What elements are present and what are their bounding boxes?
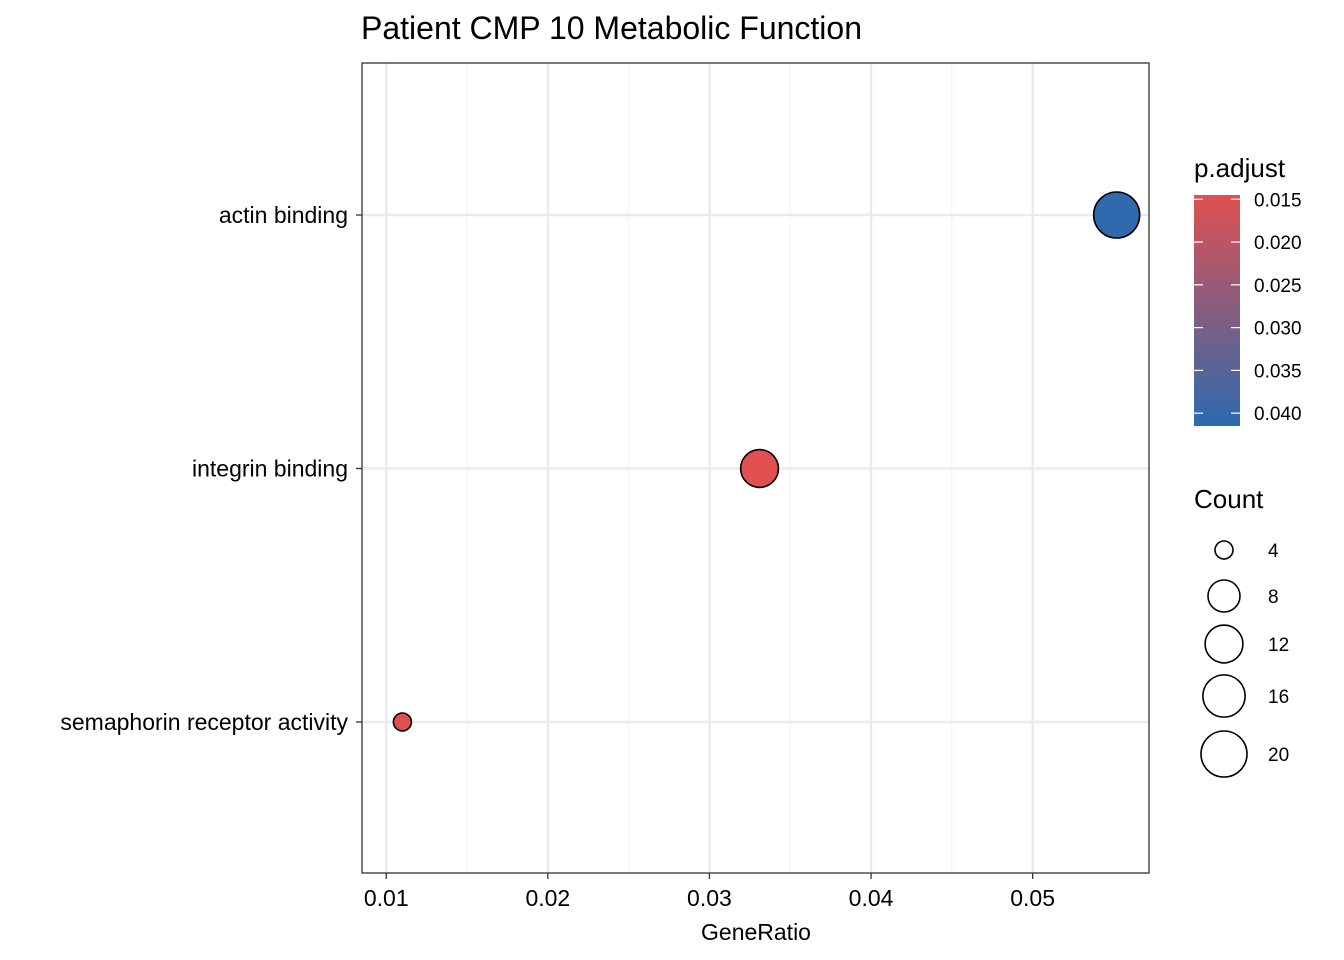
data-point	[392, 712, 413, 732]
color-legend: p.adjust 0.015 0.020 0.025 0.030 0.035 0.040	[1194, 153, 1302, 426]
color-legend-label: 0.015	[1254, 190, 1302, 211]
size-legend-label: 12	[1268, 635, 1289, 656]
size-legend-key	[1207, 579, 1241, 613]
size-legend-label: 20	[1268, 745, 1289, 766]
color-legend-label: 0.030	[1254, 319, 1302, 340]
x-tick-label: 0.01	[364, 885, 409, 911]
size-legend-key	[1204, 624, 1244, 664]
x-tick-label: 0.03	[687, 885, 732, 911]
color-legend-label: 0.035	[1254, 361, 1302, 382]
x-tick-label: 0.04	[849, 885, 894, 911]
y-axis: actin binding integrin binding semaphorin …	[60, 202, 362, 735]
panel-grid	[362, 63, 1149, 873]
color-legend-ticks: 0.015 0.020 0.025 0.030 0.035 0.040	[1194, 190, 1302, 425]
x-axis-title: GeneRatio	[701, 919, 811, 945]
size-legend-label: 8	[1268, 587, 1279, 608]
color-legend-label: 0.020	[1254, 233, 1302, 254]
y-tick-label: actin binding	[219, 202, 348, 228]
size-legend-key	[1200, 730, 1248, 778]
size-legend-items: 4 8 12 16 20	[1200, 540, 1289, 778]
data-points	[392, 191, 1141, 732]
color-legend-bar	[1194, 195, 1240, 426]
chart-title: Patient CMP 10 Metabolic Function	[361, 10, 862, 46]
color-legend-title: p.adjust	[1194, 153, 1286, 183]
size-legend-key	[1214, 540, 1234, 560]
x-axis: 0.01 0.02 0.03 0.04 0.05	[364, 873, 1055, 911]
x-tick-label: 0.02	[525, 885, 570, 911]
size-legend-key	[1202, 674, 1246, 718]
data-point	[739, 448, 780, 489]
color-legend-label: 0.025	[1254, 276, 1302, 297]
y-tick-label: integrin binding	[192, 456, 348, 482]
data-point	[1092, 191, 1141, 239]
color-legend-label: 0.040	[1254, 404, 1302, 425]
size-legend-title: Count	[1194, 484, 1264, 514]
x-tick-label: 0.05	[1010, 885, 1055, 911]
y-tick-label: semaphorin receptor activity	[60, 709, 348, 735]
size-legend-label: 4	[1268, 541, 1279, 562]
size-legend: Count 4 8 12 16 20	[1194, 484, 1289, 778]
size-legend-label: 16	[1268, 687, 1289, 708]
